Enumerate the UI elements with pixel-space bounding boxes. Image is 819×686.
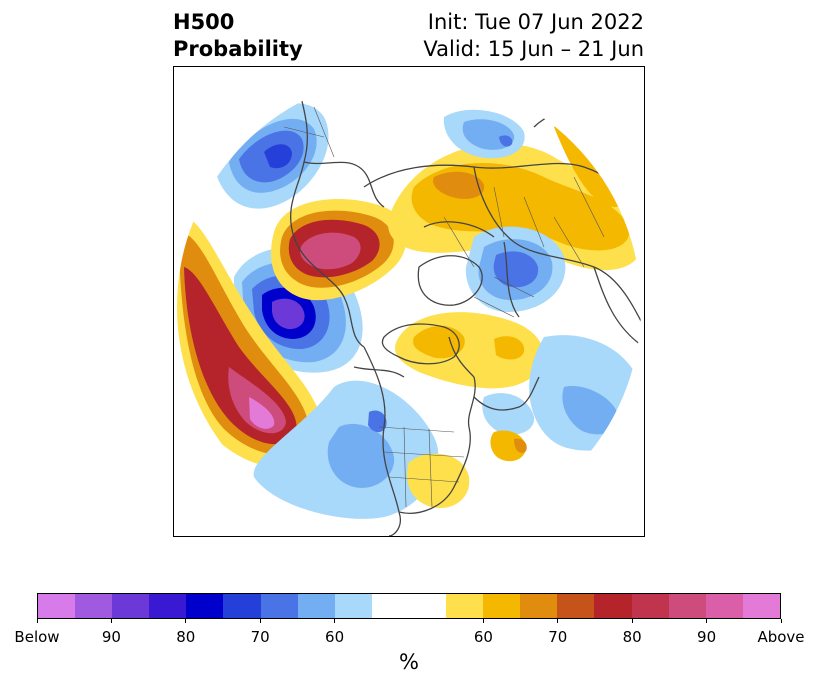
init-date: Init: Tue 07 Jun 2022 [427, 10, 644, 34]
colorbar-segment-above-8 [742, 594, 780, 618]
colorbar-segment-below-0 [38, 594, 76, 618]
europe-below-anomaly [443, 109, 566, 312]
title-product: Probability [173, 37, 303, 61]
colorbar-tick-label: 80 [176, 628, 196, 646]
colorbar-tick-label: 60 [325, 628, 345, 646]
colorbar-segment-above-1 [483, 594, 521, 618]
colorbar-segment-above-2 [520, 594, 558, 618]
colorbar-tick-label: Below [14, 628, 60, 646]
map-panel [173, 66, 645, 537]
east-siberia-above-anomaly [271, 199, 407, 301]
colorbar-tick-mark [706, 619, 708, 623]
colorbar-segment-below-2 [112, 594, 150, 618]
colorbar-tick-mark [334, 619, 336, 623]
colorbar-tick-label: 70 [250, 628, 270, 646]
colorbar-tick-mark [185, 619, 187, 623]
valid-range: Valid: 15 Jun – 21 Jun [423, 37, 644, 61]
colorbar-tick-mark [259, 619, 261, 623]
colorbar-segment-below-7 [297, 594, 335, 618]
colorbar-segment-neutral [371, 594, 447, 618]
colorbar-tick-label: Above [757, 628, 805, 646]
colorbar-tick-label: 80 [622, 628, 642, 646]
colorbar-tick-mark [482, 619, 484, 623]
colorbar-segment-above-6 [668, 594, 706, 618]
colorbar-segment-above-0 [446, 594, 484, 618]
country-borders [283, 106, 605, 508]
colorbar-segment-below-5 [223, 594, 261, 618]
anomaly-field [177, 75, 641, 536]
colorbar-tick-label: 90 [101, 628, 121, 646]
colorbar-tick-mark [557, 619, 559, 623]
colorbar-tick-mark [631, 619, 633, 623]
probability-colorbar [37, 593, 781, 619]
colorbar-segment-below-8 [334, 594, 372, 618]
nw-pacific-above-anomaly [177, 215, 325, 469]
colorbar-tick-mark [780, 619, 782, 623]
colorbar-segment-above-4 [594, 594, 632, 618]
colorbar-tick-mark [36, 619, 38, 623]
colorbar-tick-label: 60 [473, 628, 493, 646]
colorbar-tick-mark [110, 619, 112, 623]
colorbar-tick-label: 70 [548, 628, 568, 646]
title-right: Init: Tue 07 Jun 2022 Valid: 15 Jun – 21… [423, 9, 644, 63]
colorbar-segment-above-3 [557, 594, 595, 618]
title-left: H500 Probability [173, 9, 303, 63]
colorbar-segment-above-5 [631, 594, 669, 618]
colorbar-unit: % [399, 650, 419, 674]
colorbar-segment-below-6 [260, 594, 298, 618]
colorbar-segment-above-7 [705, 594, 743, 618]
colorbar-segment-below-4 [186, 594, 224, 618]
title-variable: H500 [173, 10, 235, 34]
greenland-above-anomaly [395, 312, 544, 389]
colorbar-segment-below-3 [149, 594, 187, 618]
polar-map [177, 75, 641, 536]
colorbar-tick-label: 90 [697, 628, 717, 646]
colorbar-segment-below-1 [75, 594, 113, 618]
